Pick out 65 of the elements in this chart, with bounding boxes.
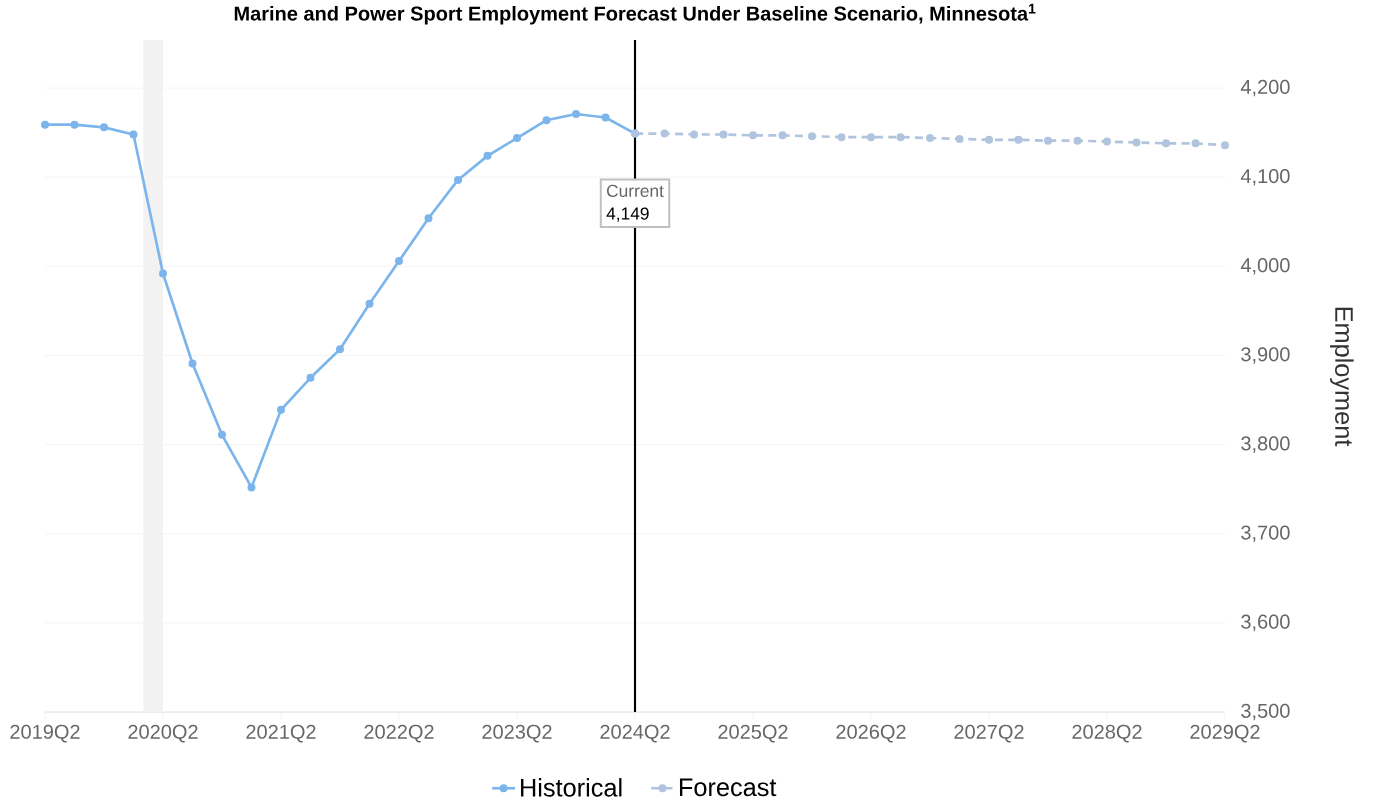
point bbox=[247, 483, 256, 492]
x-tick-label: 2028Q2 bbox=[1072, 724, 1142, 743]
x-tick-label: 2021Q2 bbox=[246, 724, 316, 743]
point bbox=[513, 134, 522, 143]
point bbox=[336, 345, 345, 354]
point bbox=[572, 109, 581, 118]
point bbox=[1073, 136, 1082, 145]
y-tick-label: 4,200 bbox=[1240, 79, 1290, 97]
point bbox=[306, 373, 315, 382]
point bbox=[277, 405, 286, 414]
point bbox=[1221, 141, 1230, 150]
y-tick-label: 3,500 bbox=[1241, 703, 1290, 721]
x-tick-label: 2023Q2 bbox=[482, 724, 552, 743]
point bbox=[454, 175, 463, 184]
legend-label: Forecast bbox=[679, 778, 777, 797]
x-tick-label: 2025Q2 bbox=[718, 724, 788, 743]
point bbox=[188, 359, 197, 368]
y-tick-label: 3,700 bbox=[1241, 525, 1290, 542]
x-tick-label: 2029Q2 bbox=[1190, 724, 1260, 743]
point bbox=[926, 134, 935, 143]
point bbox=[837, 133, 846, 142]
point bbox=[218, 430, 227, 439]
point bbox=[542, 116, 551, 125]
point bbox=[1044, 136, 1053, 145]
point bbox=[365, 299, 374, 308]
x-tick-label: 2024Q2 bbox=[600, 724, 670, 743]
point bbox=[395, 257, 404, 266]
point bbox=[896, 133, 905, 142]
legend-label: Historical bbox=[521, 778, 622, 797]
point bbox=[690, 130, 699, 139]
point bbox=[985, 135, 994, 144]
point bbox=[955, 134, 964, 143]
x-tick-label: 2019Q2 bbox=[10, 724, 80, 743]
y-tick-label: 3,800 bbox=[1241, 436, 1290, 453]
point bbox=[129, 130, 138, 139]
point bbox=[660, 129, 669, 138]
x-tick-label: 2027Q2 bbox=[954, 724, 1024, 743]
x-tick-label: 2022Q2 bbox=[364, 724, 434, 743]
point bbox=[99, 123, 109, 132]
y-tick-label: 3,600 bbox=[1241, 614, 1290, 632]
point bbox=[719, 130, 728, 139]
point bbox=[808, 132, 817, 141]
point bbox=[867, 133, 876, 142]
point bbox=[1162, 139, 1171, 148]
y-tick-label: 4,000 bbox=[1240, 258, 1290, 275]
point bbox=[1014, 135, 1023, 144]
annotation: 4,149 bbox=[606, 207, 649, 222]
point bbox=[159, 269, 168, 278]
point bbox=[41, 120, 50, 129]
x-tick-label: 2020Q2 bbox=[128, 724, 198, 743]
point bbox=[778, 131, 787, 140]
point bbox=[424, 214, 433, 223]
y-tick-label: 3,900 bbox=[1241, 347, 1290, 364]
point bbox=[601, 113, 610, 122]
point bbox=[70, 120, 79, 129]
y-tick-label: 4,100 bbox=[1240, 168, 1290, 186]
point bbox=[1191, 139, 1200, 148]
point bbox=[1132, 138, 1141, 147]
x-tick-label: 2026Q2 bbox=[836, 724, 906, 743]
y-axis-title: Employment bbox=[1330, 307, 1354, 447]
point bbox=[749, 131, 758, 140]
chart-title: Marine and Power Sport Employment Forecast Under Baseline Scenario, Minnesota$^{1}$ bbox=[234, 3, 1036, 25]
point bbox=[483, 151, 492, 160]
point bbox=[1103, 137, 1112, 146]
annotation: Current bbox=[606, 184, 664, 198]
